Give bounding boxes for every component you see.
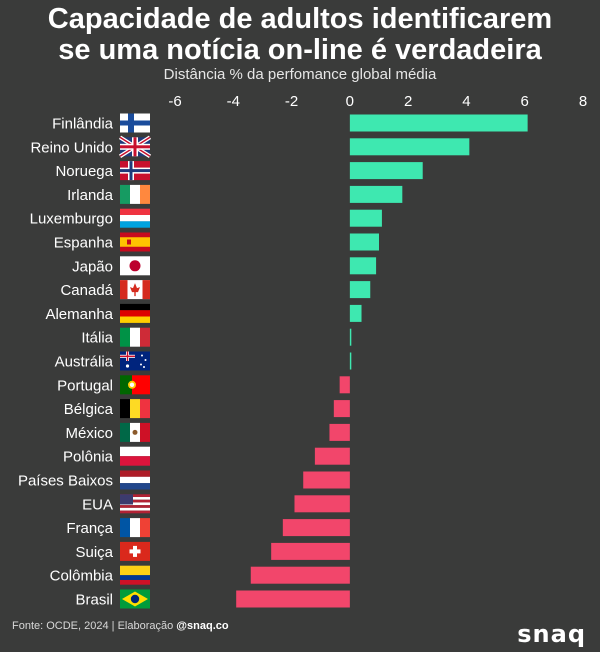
flag-france-icon [120, 518, 150, 538]
flag-spain-icon [120, 232, 150, 252]
chart-title: Capacidade de adultos identificarem se u… [0, 4, 600, 66]
category-label: Colômbia [50, 568, 114, 585]
flag-usa-icon [120, 494, 150, 514]
bar [349, 233, 379, 251]
category-label: Finlândia [52, 116, 114, 133]
flag-netherlands-icon [120, 470, 150, 490]
category-label: Espanha [54, 235, 114, 252]
footer-source: Fonte: OCDE, 2024 | Elaboração @snaq.co [12, 620, 229, 632]
chart-subtitle: Distância % da perfomance global média [163, 66, 437, 83]
category-label: Noruega [55, 163, 113, 180]
x-tick-label: -4 [227, 93, 240, 110]
bar [333, 400, 350, 418]
flag-canada-icon [120, 280, 150, 300]
category-label: Portugal [57, 377, 113, 394]
flag-norway-icon [120, 161, 150, 181]
chart-title-line-2: se uma notícia on-line é verdadeira [58, 34, 542, 66]
flag-poland-icon [120, 446, 150, 466]
bar [294, 495, 350, 513]
x-tick-label: 0 [346, 93, 354, 110]
bar [271, 542, 350, 560]
bar [349, 352, 352, 370]
category-label: Japão [72, 258, 113, 275]
flag-finland-icon [120, 113, 150, 133]
flag-ireland-icon [120, 184, 150, 204]
category-label: Bélgica [64, 401, 114, 418]
bar [303, 471, 350, 489]
bar [282, 519, 350, 537]
bar [349, 185, 403, 203]
flag-uk-icon [118, 135, 152, 158]
flag-australia-icon [120, 351, 150, 371]
bar [349, 209, 382, 227]
category-label: Polônia [63, 449, 114, 466]
bar [236, 590, 350, 608]
flag-mexico-icon [120, 422, 150, 442]
bar [349, 257, 377, 275]
bar [349, 162, 423, 180]
x-tick-label: -2 [285, 93, 298, 110]
x-tick-label: 8 [579, 93, 587, 110]
bar [349, 138, 470, 156]
source-text: Fonte: OCDE, 2024 | Elaboração [12, 620, 174, 632]
bar [349, 281, 371, 299]
category-label: Brasil [75, 592, 113, 609]
flag-brazil-icon [120, 589, 150, 609]
bar [349, 304, 362, 322]
flag-luxembourg-icon [120, 208, 150, 228]
category-label: Austrália [55, 354, 114, 371]
category-label: Suiça [75, 544, 113, 561]
category-label: Canadá [60, 282, 113, 299]
flag-colombia-icon [120, 565, 150, 585]
category-label: Países Baixos [18, 473, 113, 490]
source-handle: @snaq.co [176, 620, 229, 632]
category-label: Itália [81, 330, 113, 347]
bar [349, 114, 528, 132]
flag-switzerland-icon [120, 541, 150, 561]
category-label: EUA [82, 496, 113, 513]
category-label: Reino Unido [30, 139, 113, 156]
category-label: Luxemburgo [30, 211, 113, 228]
bar [329, 423, 350, 441]
chart-title-line-1: Capacidade de adultos identificarem [47, 3, 553, 35]
flag-germany-icon [120, 303, 150, 323]
x-tick-label: 2 [404, 93, 412, 110]
bar [349, 328, 352, 346]
category-label: Irlanda [67, 187, 114, 204]
brand-logo: snaq [517, 620, 586, 648]
bar [339, 376, 350, 394]
flag-japan-icon [120, 256, 150, 276]
flag-italy-icon [120, 327, 150, 347]
bar [314, 447, 350, 465]
category-label: México [65, 425, 113, 442]
category-label: França [66, 520, 113, 537]
x-tick-label: 6 [521, 93, 529, 110]
category-label: Alemanha [45, 306, 113, 323]
flag-belgium-icon [120, 399, 150, 419]
x-tick-label: -6 [168, 93, 181, 110]
flag-portugal-icon [120, 375, 150, 395]
x-tick-label: 4 [462, 93, 470, 110]
bar [250, 566, 350, 584]
